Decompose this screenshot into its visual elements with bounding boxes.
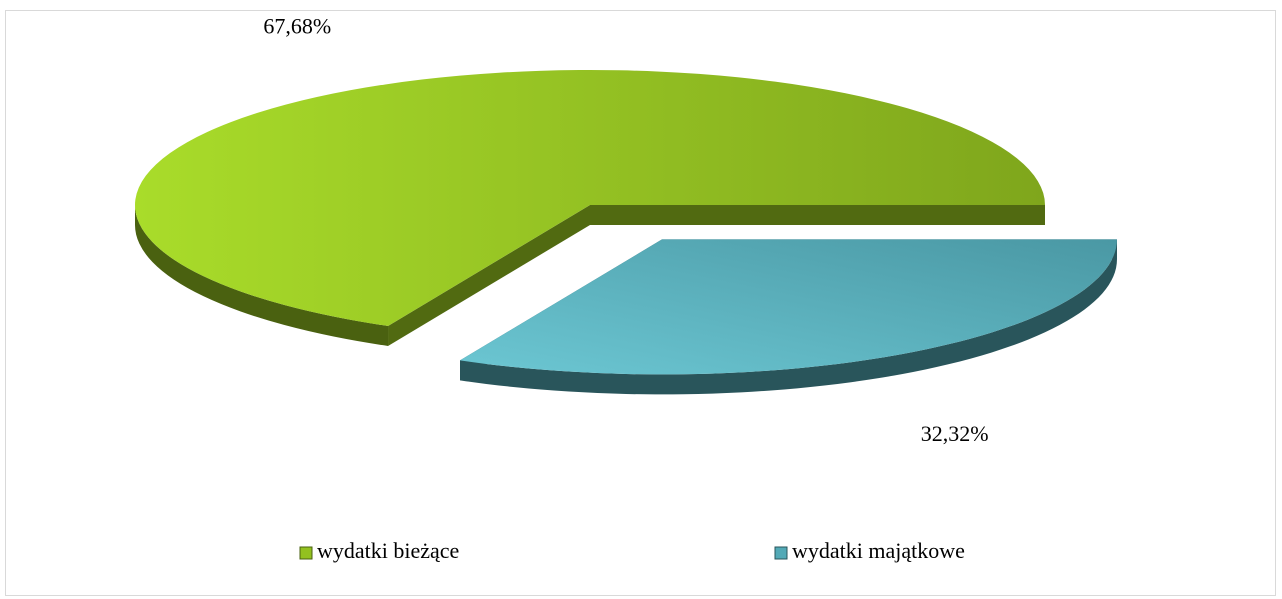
pie: 67,68% 32,32% (135, 14, 1117, 446)
legend-marker (299, 546, 313, 560)
slice-cut-face (590, 205, 1045, 225)
legend-label: wydatki bieżące (317, 538, 459, 563)
slice (460, 239, 1117, 395)
slice-rim (135, 205, 389, 346)
slice (135, 70, 1046, 346)
slice (135, 70, 1046, 326)
legend-marker (774, 546, 788, 560)
legend-label: wydatki majątkowe (792, 538, 965, 563)
legend: wydatki bieżące wydatki majątkowe (299, 538, 965, 563)
slice-rim (460, 239, 1117, 395)
slice (460, 239, 1117, 375)
data-label: 32,32% (921, 421, 989, 446)
slice-cut-face (388, 205, 590, 346)
data-label: 67,68% (263, 14, 331, 39)
